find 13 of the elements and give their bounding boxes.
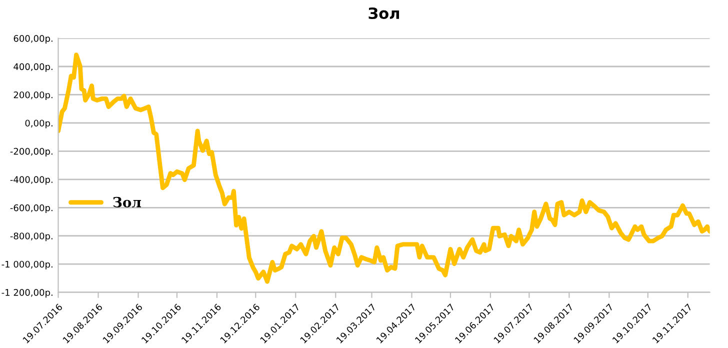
y-tick-label: 200,00р. <box>14 91 52 100</box>
y-tick-label: -600,00р. <box>10 204 52 213</box>
chart-title: Зол <box>368 7 400 20</box>
y-tick-label: -800,00р. <box>10 232 52 242</box>
y-tick-label: 400,00р. <box>14 63 52 72</box>
legend-label: Зол <box>113 196 142 208</box>
y-tick-label: -1 200,00р. <box>2 289 52 298</box>
y-tick-label: -400,00р. <box>10 176 52 185</box>
y-tick-label: 600,00р. <box>14 35 52 44</box>
y-tick-label: 0,00р. <box>25 120 52 128</box>
y-tick-label: -200,00р. <box>10 148 52 156</box>
y-tick-label: -1 000,00р. <box>2 260 52 270</box>
line-series <box>58 52 710 284</box>
